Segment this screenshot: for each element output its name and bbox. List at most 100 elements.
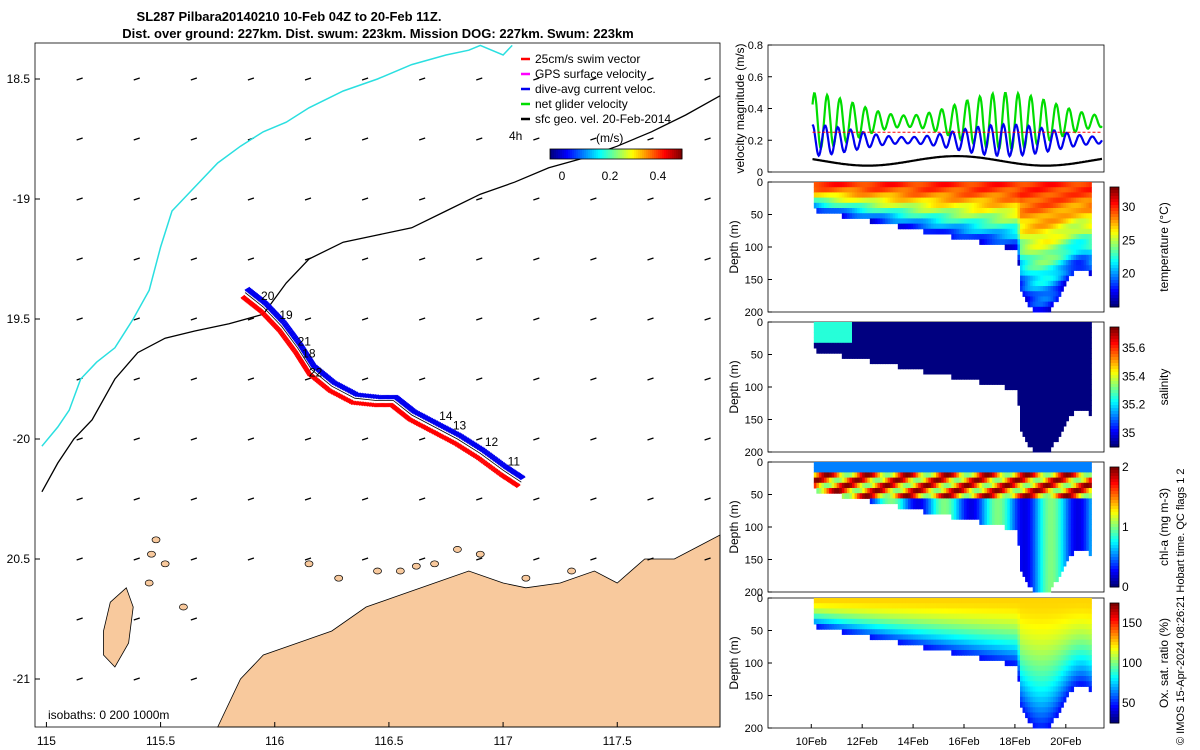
heatmap-cell bbox=[824, 337, 828, 344]
heatmap-cell bbox=[986, 477, 991, 484]
heatmap-cell bbox=[1078, 384, 1082, 391]
heatmap-cell bbox=[1055, 187, 1059, 193]
dive-avg-vector bbox=[294, 338, 301, 344]
heatmap-cell bbox=[1053, 529, 1057, 536]
dive-avg-vector bbox=[432, 420, 439, 426]
heatmap-cell bbox=[989, 213, 993, 219]
heatmap-cell bbox=[1055, 254, 1059, 261]
heatmap-cell bbox=[910, 213, 914, 219]
heatmap-cell bbox=[974, 514, 978, 520]
heatmap-cell bbox=[1017, 228, 1021, 235]
heatmap-cell bbox=[1040, 529, 1044, 536]
heatmap-cell bbox=[834, 482, 838, 489]
heatmap-cell bbox=[1053, 332, 1057, 339]
heatmap-cell bbox=[918, 337, 922, 344]
heatmap-cell bbox=[1027, 488, 1031, 494]
heatmap-cell bbox=[880, 192, 884, 199]
heatmap-cell bbox=[948, 182, 952, 188]
heatmap-cell bbox=[1037, 342, 1041, 349]
swim-vector bbox=[294, 353, 301, 358]
heatmap-cell bbox=[1004, 472, 1008, 479]
heatmap-cell bbox=[1078, 394, 1082, 401]
heatmap-cell bbox=[854, 613, 858, 620]
heatmap-cell bbox=[1040, 202, 1044, 209]
heatmap-cell bbox=[1088, 534, 1092, 541]
heatmap-cell bbox=[1030, 337, 1034, 344]
heatmap-cell bbox=[951, 223, 955, 230]
dive-avg-vector bbox=[307, 358, 314, 364]
heatmap-cell bbox=[1032, 586, 1036, 593]
heatmap-cell bbox=[1032, 493, 1036, 499]
heatmap-cell bbox=[908, 322, 912, 328]
heatmap-cell bbox=[1060, 368, 1064, 375]
colorbar-segment bbox=[1110, 584, 1119, 588]
heatmap-cell bbox=[818, 197, 823, 204]
heatmap-cell bbox=[897, 197, 901, 204]
heatmap-cell bbox=[997, 192, 1001, 199]
heatmap-cell bbox=[1030, 545, 1034, 551]
heatmap-cell bbox=[1060, 228, 1064, 235]
heatmap-cell bbox=[1004, 182, 1008, 188]
heatmap-cell bbox=[936, 327, 940, 333]
heatmap-cell bbox=[900, 218, 904, 225]
heatmap-cell bbox=[1058, 379, 1062, 385]
heatmap-cell bbox=[986, 202, 991, 209]
heatmap-cell bbox=[948, 197, 952, 204]
heatmap-cell bbox=[1020, 379, 1024, 385]
heatmap-cell bbox=[854, 342, 858, 349]
x-tick-label: 117 bbox=[494, 734, 513, 748]
heatmap-cell bbox=[1017, 322, 1021, 328]
heatmap-cell bbox=[1045, 182, 1049, 188]
heatmap-cell bbox=[1045, 576, 1049, 583]
heatmap-cell bbox=[1027, 270, 1031, 277]
heatmap-cell bbox=[984, 239, 988, 245]
heatmap-cell bbox=[1007, 182, 1011, 188]
heatmap-cell bbox=[1009, 488, 1013, 494]
heatmap-cell bbox=[1002, 208, 1006, 214]
heatmap-cell bbox=[1070, 503, 1075, 510]
heatmap-cell bbox=[1012, 228, 1016, 235]
heatmap-cell bbox=[1058, 529, 1062, 536]
heatmap-cell bbox=[989, 368, 993, 375]
heatmap-cell bbox=[964, 182, 968, 188]
heatmap-cell bbox=[826, 337, 830, 344]
heatmap-cell bbox=[1076, 337, 1080, 344]
heatmap-cell bbox=[869, 213, 873, 219]
heatmap-cell bbox=[981, 519, 985, 525]
heatmap-cell bbox=[818, 467, 823, 473]
heatmap-cell bbox=[1035, 342, 1039, 349]
heatmap-cell bbox=[882, 482, 886, 489]
heatmap-cell bbox=[984, 327, 988, 333]
heatmap-cell bbox=[892, 498, 896, 505]
heatmap-cell bbox=[1004, 514, 1008, 520]
heatmap-cell bbox=[831, 618, 835, 625]
heatmap-cell bbox=[1050, 581, 1054, 588]
heatmap-cell bbox=[1014, 228, 1019, 235]
swim-vector bbox=[319, 382, 326, 388]
heatmap-cell bbox=[1014, 244, 1019, 251]
heatmap-cell bbox=[841, 613, 845, 620]
y-tick-label: -20 bbox=[13, 432, 31, 446]
dive-avg-vector bbox=[258, 298, 265, 303]
heatmap-cell bbox=[1063, 508, 1067, 515]
heatmap-cell bbox=[908, 462, 912, 468]
heatmap-cell bbox=[905, 348, 909, 354]
heatmap-cell bbox=[1065, 218, 1069, 225]
heatmap-cell bbox=[1017, 353, 1021, 359]
dive-avg-vector bbox=[275, 314, 282, 320]
heatmap-cell bbox=[920, 337, 924, 344]
heatmap-cell bbox=[839, 462, 843, 468]
heatmap-cell bbox=[1083, 514, 1087, 520]
heatmap-cell bbox=[900, 213, 904, 219]
heatmap-cell bbox=[1022, 394, 1026, 401]
heatmap-cell bbox=[1055, 519, 1059, 525]
heatmap-cell bbox=[869, 348, 873, 354]
heatmap-cell bbox=[1037, 208, 1041, 214]
heatmap-cell bbox=[1063, 560, 1067, 567]
heatmap-cell bbox=[989, 322, 993, 328]
heatmap-cell bbox=[999, 192, 1003, 199]
heatmap-cell bbox=[1009, 223, 1013, 230]
heatmap-cell bbox=[869, 482, 873, 489]
heatmap-cell bbox=[908, 348, 912, 354]
heatmap-cell bbox=[902, 332, 907, 339]
